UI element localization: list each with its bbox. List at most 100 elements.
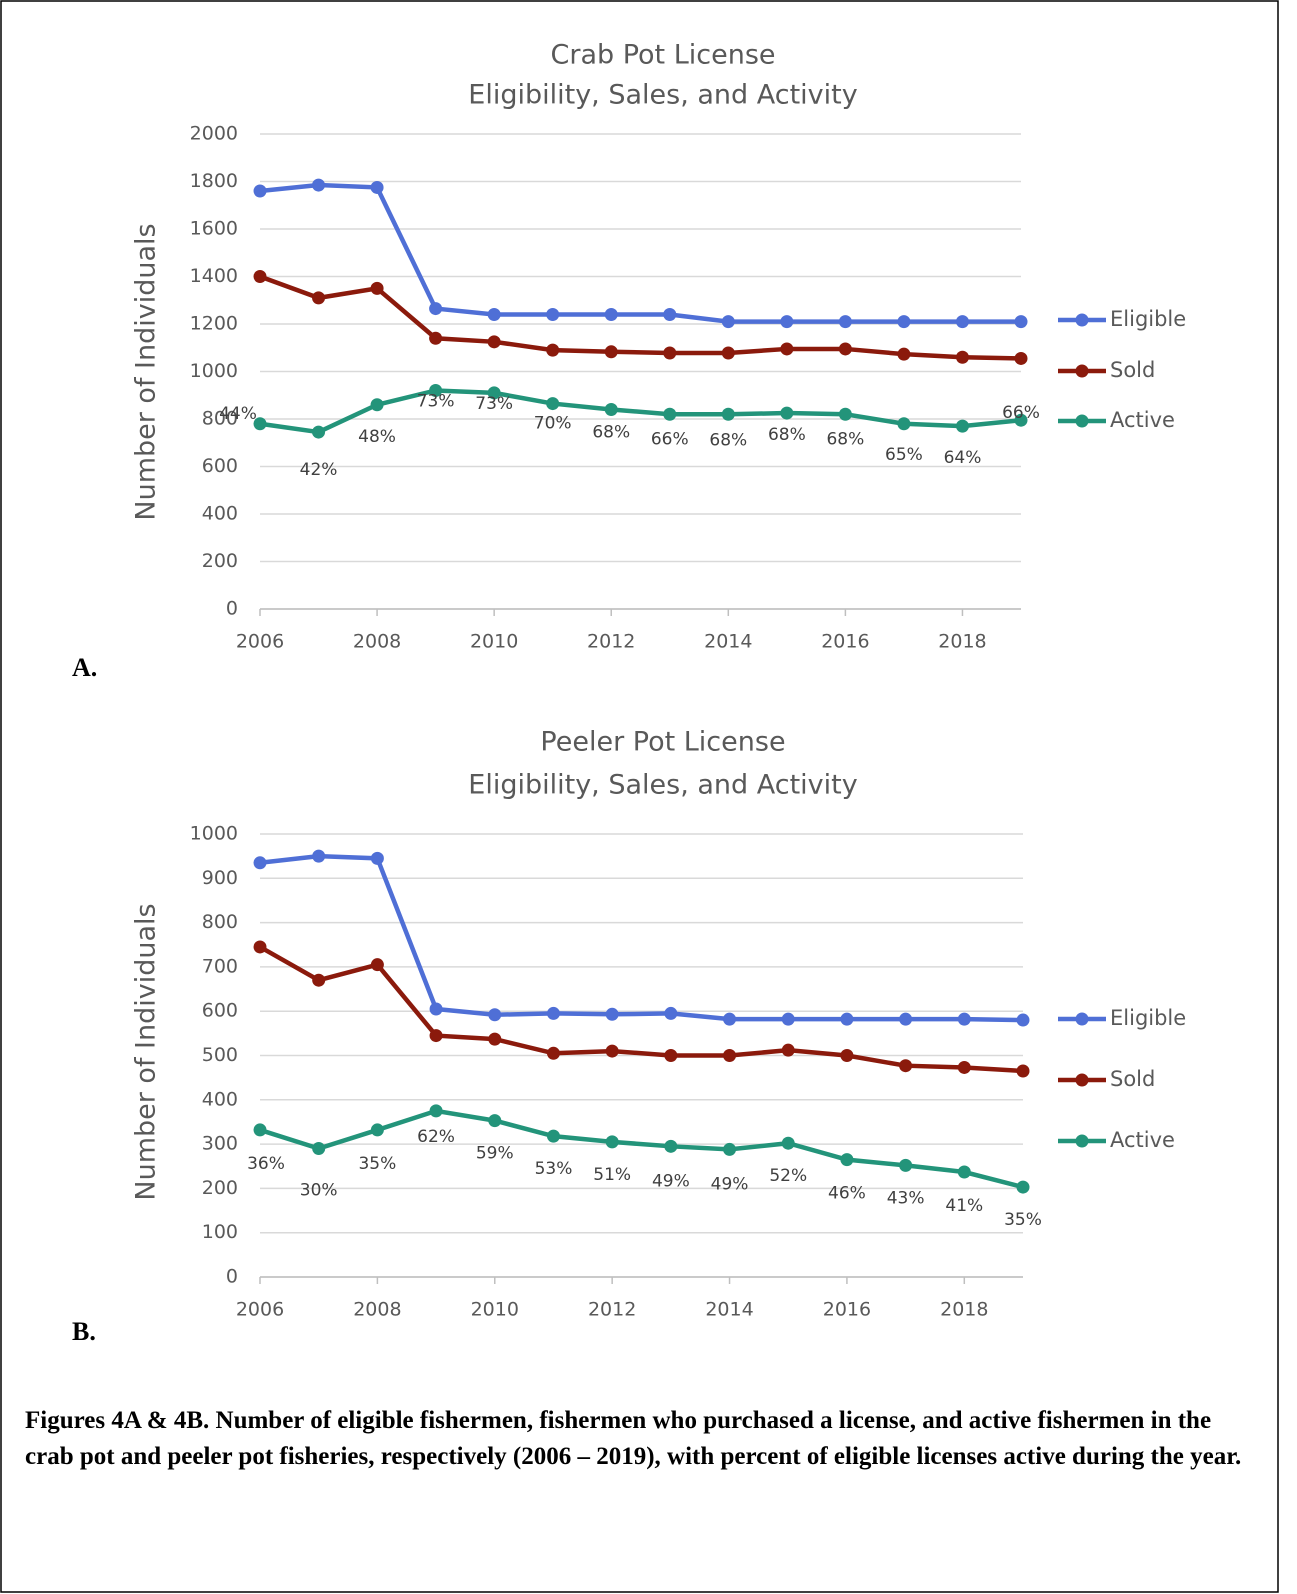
- data-point: [781, 1012, 795, 1026]
- data-point: [488, 1114, 502, 1128]
- data-label: 68%: [768, 425, 806, 445]
- legend-marker: [1075, 313, 1089, 327]
- x-tick-label: 2018: [938, 631, 986, 653]
- y-tick-label: 0: [226, 1266, 238, 1288]
- data-label: 35%: [1004, 1210, 1042, 1230]
- data-point: [840, 1153, 854, 1167]
- y-tick-label: 1000: [190, 823, 238, 845]
- data-point: [370, 281, 384, 295]
- data-point: [546, 397, 560, 411]
- y-tick-label: 1200: [190, 313, 238, 335]
- series-line: [259, 853, 1024, 1023]
- data-point: [253, 940, 267, 954]
- data-label: 66%: [1002, 403, 1040, 423]
- data-label: 65%: [885, 445, 923, 465]
- data-point: [605, 1044, 619, 1058]
- data-point: [955, 315, 969, 329]
- data-point: [780, 342, 794, 356]
- legend-label: Active: [1110, 1128, 1175, 1152]
- data-point: [487, 386, 501, 400]
- data-point: [1016, 1013, 1030, 1027]
- x-tick-label: 2016: [823, 1299, 871, 1321]
- data-point: [838, 407, 852, 421]
- data-point: [429, 1002, 443, 1016]
- data-point: [487, 308, 501, 321]
- data-point: [312, 178, 326, 192]
- chart-subtitle: Eligibility, Sales, and Activity: [468, 80, 857, 111]
- legend-marker: [1075, 1134, 1089, 1148]
- data-point: [1016, 1064, 1030, 1078]
- x-tick-label: 2016: [821, 631, 869, 653]
- data-point: [312, 1142, 326, 1156]
- data-label: 68%: [826, 429, 864, 449]
- data-point: [897, 417, 911, 431]
- x-tick-label: 2008: [353, 631, 401, 653]
- x-tick-label: 2018: [940, 1299, 988, 1321]
- legend-label: Sold: [1110, 358, 1155, 382]
- x-tick-label: 2006: [236, 1299, 284, 1321]
- data-point: [370, 1123, 384, 1137]
- data-point: [253, 1123, 267, 1137]
- panel-label: A.: [72, 653, 97, 682]
- data-point: [605, 1135, 619, 1149]
- legend-marker: [1075, 364, 1089, 378]
- data-label: 66%: [651, 429, 689, 449]
- y-tick-label: 2000: [190, 123, 238, 145]
- data-label: 73%: [475, 394, 513, 414]
- y-tick-label: 600: [202, 1000, 238, 1022]
- legend-label: Eligible: [1110, 307, 1186, 331]
- data-point: [312, 973, 326, 987]
- data-point: [429, 1029, 443, 1043]
- data-point: [604, 403, 618, 416]
- data-point: [955, 350, 969, 364]
- data-point: [955, 419, 969, 433]
- data-label: 51%: [593, 1165, 631, 1185]
- legend-marker: [1075, 1012, 1089, 1026]
- data-point: [838, 315, 852, 329]
- data-label: 52%: [769, 1166, 807, 1186]
- data-point: [780, 315, 794, 329]
- data-point: [370, 180, 384, 194]
- y-tick-label: 500: [202, 1044, 238, 1066]
- data-point: [429, 384, 443, 397]
- data-label: 73%: [417, 392, 455, 412]
- data-point: [253, 270, 267, 283]
- data-label: 64%: [944, 448, 982, 468]
- y-tick-label: 1600: [190, 218, 238, 240]
- data-point: [664, 1139, 678, 1153]
- series-line: [259, 1108, 1024, 1190]
- data-label: 70%: [534, 414, 572, 434]
- y-tick-label: 800: [202, 408, 238, 430]
- data-point: [781, 1136, 795, 1150]
- data-point: [546, 308, 560, 321]
- data-point: [721, 407, 735, 421]
- data-point: [312, 849, 326, 863]
- data-point: [1014, 351, 1028, 365]
- data-point: [546, 1129, 560, 1143]
- data-label: 62%: [417, 1127, 455, 1147]
- data-point: [370, 851, 384, 865]
- data-label: 68%: [709, 430, 747, 450]
- data-point: [664, 1049, 678, 1062]
- y-tick-label: 1400: [190, 265, 238, 287]
- data-point: [781, 1043, 795, 1057]
- data-point: [546, 343, 560, 357]
- panel-label: B.: [72, 1317, 96, 1346]
- data-point: [370, 958, 384, 972]
- data-label: 68%: [592, 423, 630, 443]
- data-label: 44%: [219, 404, 257, 424]
- chart-subtitle: Eligibility, Sales, and Activity: [468, 770, 857, 801]
- data-point: [1016, 1180, 1030, 1194]
- y-tick-label: 1000: [190, 360, 238, 382]
- data-point: [663, 308, 677, 321]
- data-label: 49%: [652, 1171, 690, 1191]
- data-point: [605, 1007, 619, 1021]
- x-tick-label: 2014: [704, 631, 752, 653]
- y-tick-label: 700: [202, 955, 238, 977]
- data-point: [721, 346, 735, 360]
- data-point: [429, 302, 443, 316]
- data-point: [488, 1032, 502, 1046]
- data-point: [899, 1059, 913, 1073]
- data-point: [1014, 315, 1028, 329]
